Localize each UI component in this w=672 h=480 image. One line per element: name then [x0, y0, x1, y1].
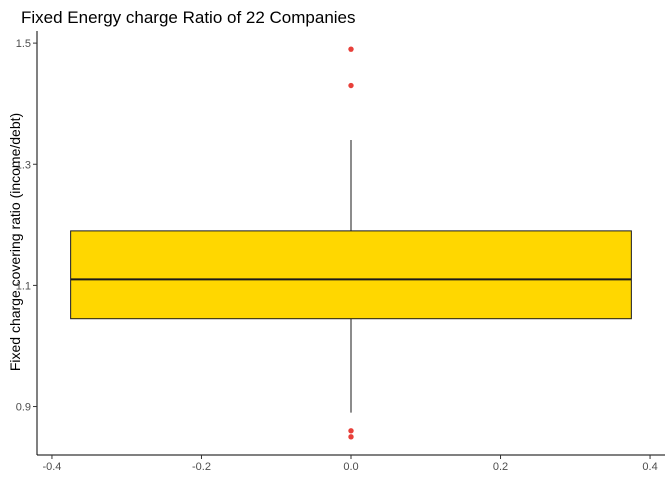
outlier-point: [348, 46, 354, 52]
y-tick-label: 1.3: [16, 159, 31, 171]
chart-title: Fixed Energy charge Ratio of 22 Companie…: [21, 8, 356, 27]
box-iqr: [70, 230, 632, 320]
y-tick-label: 1.1: [16, 280, 31, 292]
outlier-point: [348, 82, 354, 89]
y-tick-label: 1.5: [16, 38, 31, 50]
y-axis-title: Fixed charge covering ratio (income/debt…: [7, 113, 23, 371]
x-tick-label: 0.4: [642, 461, 657, 473]
plot-layer: [70, 46, 632, 440]
x-tick-label: -0.2: [192, 461, 211, 473]
outlier-point: [348, 434, 354, 440]
x-tick-label: -0.4: [42, 461, 61, 473]
x-tick-label: 0.2: [493, 461, 508, 473]
outlier-point: [348, 428, 354, 434]
y-tick-label: 0.9: [16, 402, 31, 414]
x-tick-label: 0.0: [343, 461, 358, 473]
axis-layer: 0.9 1.1 1.3 1.5 -0.4 -0.2 0.0 0.2 0.4: [16, 38, 658, 473]
